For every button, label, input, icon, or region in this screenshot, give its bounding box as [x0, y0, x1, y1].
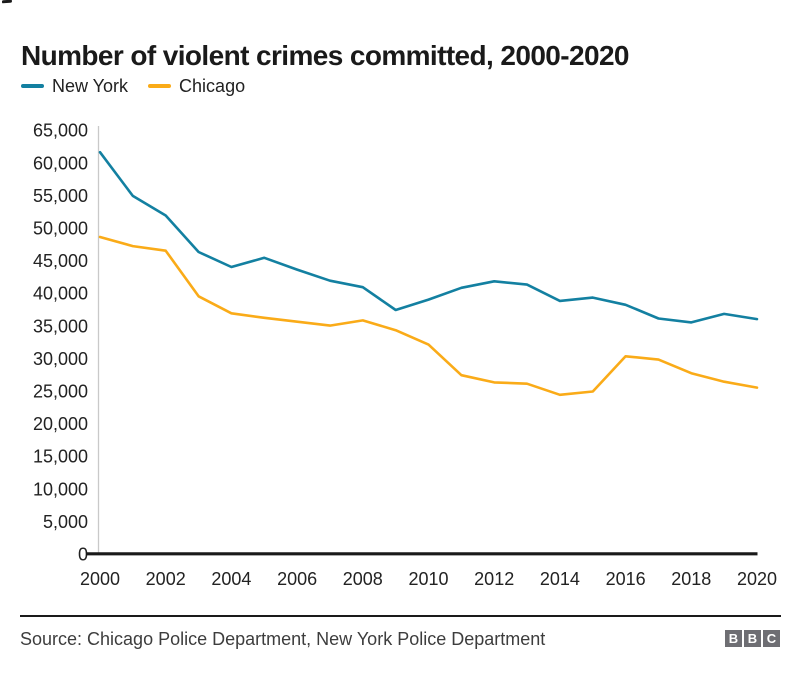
x-tick-label: 2008 — [343, 569, 383, 589]
x-tick-label: 2020 — [737, 569, 777, 589]
y-tick-label: 0 — [78, 545, 88, 565]
legend-label-chicago: Chicago — [179, 76, 246, 96]
x-tick-label: 2012 — [474, 569, 514, 589]
bbc-logo-block-b1: B — [725, 630, 742, 647]
y-tick-label: 40,000 — [33, 284, 88, 304]
x-tick-label: 2002 — [146, 569, 186, 589]
y-tick-label: 45,000 — [33, 251, 88, 271]
source-text: Source: Chicago Police Department, New Y… — [20, 629, 546, 649]
bbc-logo-block-c: C — [763, 630, 780, 647]
y-tick-label: 60,000 — [33, 153, 88, 173]
x-tick-label: 2004 — [211, 569, 251, 589]
x-tick-label: 2010 — [408, 569, 448, 589]
line-chicago — [98, 235, 759, 397]
x-tick-label: 2006 — [277, 569, 317, 589]
chicago-line-swatch-icon — [148, 84, 172, 88]
new-york-line-swatch-icon — [21, 84, 44, 88]
y-tick-label: 65,000 — [33, 121, 88, 141]
chart-legend: New York Chicago — [21, 75, 265, 97]
y-tick-label: 55,000 — [33, 186, 88, 206]
x-tick-label: 2018 — [671, 569, 711, 589]
y-tick-label: 30,000 — [33, 349, 88, 369]
legend-label-new-york: New York — [52, 76, 129, 96]
legend-item-new-york: New York — [21, 75, 128, 97]
line-new-york — [98, 150, 759, 324]
y-tick-label: 25,000 — [33, 382, 88, 402]
legend-item-chicago: Chicago — [148, 75, 245, 97]
bbc-logo-block-b2: B — [744, 630, 761, 647]
y-tick-label: 35,000 — [33, 316, 88, 336]
x-tick-label: 2000 — [80, 569, 120, 589]
x-tick-label: 2016 — [606, 569, 646, 589]
bbc-logo: B B C — [725, 630, 780, 647]
footer-divider — [20, 615, 781, 617]
y-tick-label: 10,000 — [33, 479, 88, 499]
chart-title: Number of violent crimes committed, 2000… — [21, 39, 630, 71]
y-tick-label: 20,000 — [33, 414, 88, 434]
y-tick-label: 5,000 — [43, 512, 88, 532]
y-tick-label: 15,000 — [33, 447, 88, 467]
x-tick-label: 2014 — [540, 569, 580, 589]
y-tick-label: 50,000 — [33, 219, 88, 239]
